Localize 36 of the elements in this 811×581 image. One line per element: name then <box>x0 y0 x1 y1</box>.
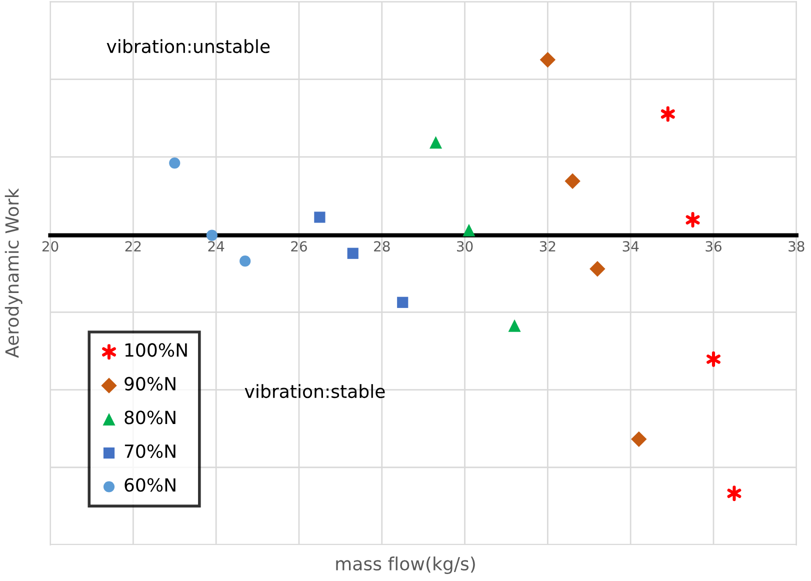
point <box>660 106 675 122</box>
x-tick-label: 26 <box>291 241 307 252</box>
x-tick-label: 32 <box>540 241 556 252</box>
x-tick-label: 38 <box>788 241 804 252</box>
legend-label: 70%N <box>124 444 176 458</box>
point <box>169 157 180 169</box>
point <box>206 230 218 241</box>
x-tick-label: 28 <box>374 241 390 252</box>
legend-label: 80%N <box>124 410 176 424</box>
x-tick-label: 22 <box>125 241 141 252</box>
point <box>347 248 358 259</box>
x-tick-label: 30 <box>457 241 473 252</box>
point <box>462 224 476 236</box>
point <box>706 351 720 367</box>
point <box>564 173 580 189</box>
legend-label: 100%N <box>125 343 187 357</box>
point <box>430 136 442 149</box>
x-tick-label: 20 <box>42 241 58 252</box>
point <box>540 52 556 68</box>
x-tick-label: 36 <box>706 241 722 252</box>
legend-label: 60%N <box>124 478 176 492</box>
y-axis-title: Aerodynamic Work <box>4 188 22 358</box>
annotation: vibration:stable <box>244 384 385 398</box>
point <box>631 431 647 448</box>
x-tick-label: 34 <box>622 241 639 252</box>
point <box>727 486 742 502</box>
point <box>590 260 606 277</box>
point <box>508 319 521 332</box>
point <box>240 256 251 267</box>
point <box>397 296 408 308</box>
x-axis-title: mass flow(kg/s) <box>336 556 475 574</box>
text: vibration:unstable <box>106 39 270 54</box>
point <box>314 212 326 223</box>
x-tick-label: 24 <box>208 241 224 252</box>
legend-label: 90%N <box>124 376 176 391</box>
point <box>686 212 700 228</box>
